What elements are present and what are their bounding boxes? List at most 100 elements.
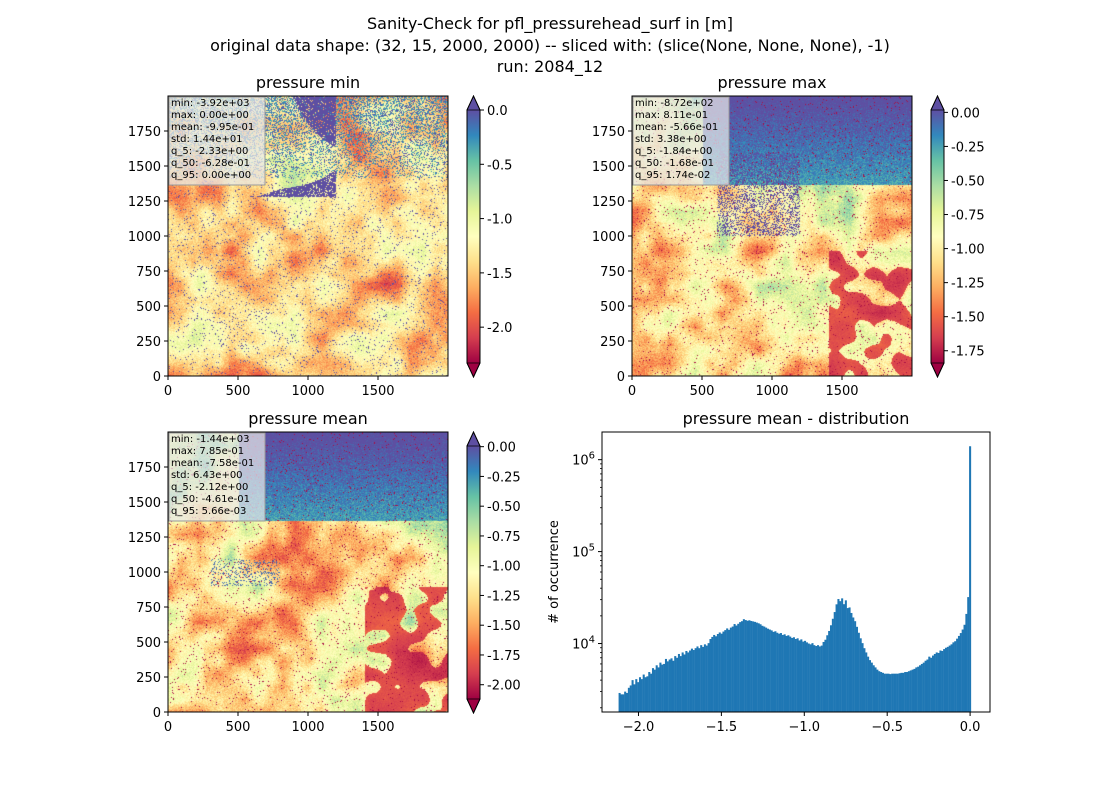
histogram-bar (763, 626, 766, 712)
y-tick-label: 1500 (128, 496, 161, 511)
x-tick-label: 1500 (825, 384, 858, 399)
histogram-bar (954, 641, 957, 712)
histogram-bar (759, 624, 762, 712)
stats-line: min: -8.72e+02 (635, 98, 714, 109)
histogram-bar (865, 652, 868, 712)
histogram-bar (850, 612, 853, 712)
colorbar-outline (466, 430, 481, 715)
y-tick-label: 1250 (592, 195, 625, 210)
histogram-bar (711, 636, 714, 712)
stats-line: q_50: -6.28e-01 (171, 158, 250, 169)
histogram-bar (867, 656, 870, 712)
histogram-bar (740, 621, 744, 712)
histogram-bar (676, 657, 679, 712)
y-tick-label: 1250 (128, 531, 161, 546)
colorbar-extend-upper (466, 95, 481, 111)
histogram-bar (683, 654, 686, 712)
colorbar-tick-label: -0.50 (487, 500, 521, 515)
stats-line: q_50: -4.61e-01 (171, 494, 250, 505)
colorbar-tick-label: -1.50 (951, 311, 985, 326)
histogram-bar (648, 672, 651, 712)
colorbar-extend-lower (466, 698, 481, 714)
histogram-bar (913, 668, 916, 712)
histogram-bar (709, 639, 712, 712)
stats-line: max: 7.85e-01 (171, 446, 244, 457)
histogram-bar (922, 662, 925, 712)
x-tick-label: 500 (690, 384, 715, 399)
histogram-bar (644, 677, 647, 712)
histogram-bar (737, 623, 740, 712)
histogram-bar (894, 673, 897, 712)
histogram-bar (824, 639, 827, 712)
histogram-bar (794, 639, 797, 712)
histogram-panel-pressure-mean-distribution: pressure mean - distribution −2.0 −1.5 −1.0… (547, 409, 991, 735)
histogram-bar (800, 639, 803, 712)
x-tick-label: −1.5 (706, 720, 738, 735)
colorbar-outline (930, 94, 945, 379)
histogram-bar (679, 656, 682, 712)
colorbar-tick-label: -1.25 (951, 277, 985, 292)
histogram-bar (961, 629, 964, 712)
histogram-bar (629, 685, 632, 712)
histogram-bar (855, 626, 859, 712)
y-tick-label: 106 (572, 451, 595, 469)
histogram-bar (672, 660, 675, 712)
histogram-bar (631, 680, 634, 712)
histogram-bar (900, 672, 903, 712)
histogram-bar (861, 643, 864, 712)
histogram-bar (911, 669, 914, 712)
histogram-bar (874, 667, 877, 712)
histogram-bar (798, 640, 801, 712)
histogram-bar (653, 669, 656, 712)
histogram-bar (742, 619, 745, 712)
histogram-bar (625, 692, 629, 712)
panel-title: pressure mean - distribution (683, 409, 910, 428)
y-tick-label: 0 (617, 370, 625, 385)
histogram-bar (924, 660, 927, 712)
stats-line: min: -1.44e+03 (171, 434, 250, 445)
histogram-bar (915, 667, 918, 712)
x-tick-label: −1.0 (789, 720, 821, 735)
colorbar: 0.00 -0.25 -0.50 -0.75 -1.00 -1.25 -1.50 -1.75 (930, 94, 985, 379)
stats-line: std: 3.38e+00 (635, 134, 707, 145)
colorbar-extend-upper (930, 95, 945, 111)
colorbar-gradient (467, 446, 480, 699)
colorbar-outline (466, 94, 481, 379)
heatmap-panel-pressure-mean: pressure mean 0 500 1000 1500 0 250 500 750 1000 1… (128, 409, 521, 735)
histogram-bar (746, 620, 749, 712)
histogram-bar (687, 652, 690, 712)
histogram-bar (655, 665, 658, 712)
y-tick-label: 105 (572, 543, 595, 561)
histogram-bar (638, 677, 642, 712)
histogram-bar (919, 665, 922, 712)
histogram-bar (718, 632, 721, 712)
histogram-bar (881, 672, 884, 712)
histogram-bar (677, 653, 680, 712)
histogram-bar (859, 638, 862, 712)
histogram-bar (698, 648, 701, 712)
histogram-bar (963, 624, 966, 712)
histogram-bar (659, 662, 662, 712)
panel-title: pressure max (717, 73, 826, 92)
histogram-bar (885, 673, 888, 712)
histogram-bars (618, 446, 972, 712)
stats-line: std: 1.44e+01 (171, 134, 243, 145)
histogram-bar (729, 627, 732, 712)
histogram-bar (931, 655, 935, 712)
histogram-bar (841, 598, 844, 712)
colorbar-tick-label: 0.00 (951, 106, 980, 121)
colorbar-tick-label: -1.75 (951, 345, 985, 360)
stats-line: mean: -7.58e-01 (171, 458, 254, 469)
histogram-bar (757, 623, 760, 712)
stats-line: q_5: -2.33e+00 (171, 146, 248, 157)
histogram-bar (880, 672, 883, 712)
heatmap-panel-pressure-min: pressure min 0 500 1000 1500 0 250 500 750 1000 12… (128, 73, 512, 399)
histogram-bar (967, 597, 970, 712)
stats-line: q_5: -2.12e+00 (171, 482, 248, 493)
histogram-bar (724, 630, 727, 712)
histogram-bar (844, 600, 847, 712)
histogram-bar (826, 635, 829, 712)
histogram-bar (670, 658, 673, 712)
histogram-bar (831, 618, 834, 712)
